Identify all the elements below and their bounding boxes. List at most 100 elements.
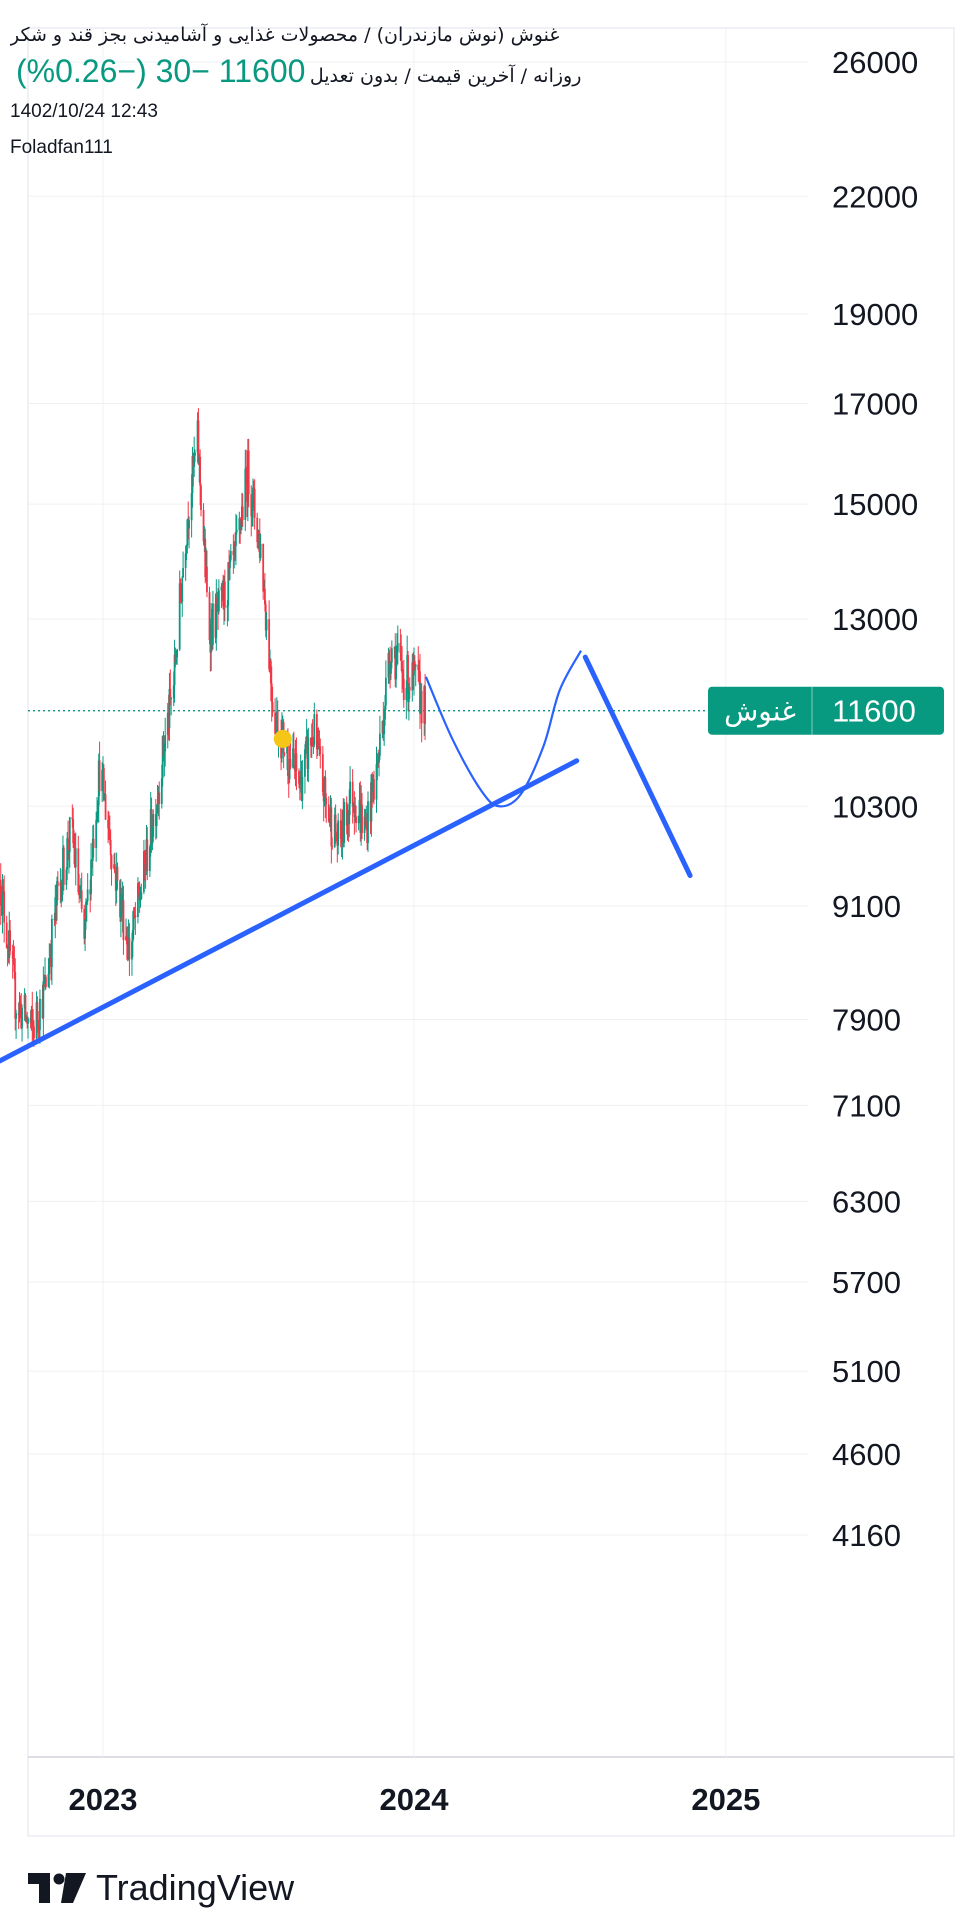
candle [227,562,230,622]
candle [56,871,59,901]
candle [253,479,256,530]
price-tick-label: 9100 [832,889,901,924]
event-marker[interactable] [273,729,292,748]
candle [235,513,237,566]
candle [1,874,4,934]
candle [27,1016,29,1039]
candle [158,781,161,820]
time-tick-label: 2024 [380,1782,450,1817]
candle [324,770,327,819]
candle [188,516,190,549]
candle [229,544,232,562]
price-tick-label: 10300 [832,789,918,824]
price-tick-label: 26000 [832,45,918,80]
candle [325,793,328,823]
price-tick-label: 17000 [832,387,918,422]
candle [327,796,330,823]
candle [114,852,116,874]
last-price-tag: غنوش 11600 [708,686,944,735]
candle [146,826,149,880]
candle [74,832,77,886]
candle [140,883,143,900]
candle [315,709,318,759]
candle [45,974,47,990]
candle [295,737,298,791]
candle [50,914,53,985]
candle [259,533,262,561]
drawings[interactable] [0,650,693,1064]
candle [116,862,119,890]
candle [91,825,94,877]
candle [68,849,70,874]
time-tick-label: 2023 [69,1782,138,1817]
candle [86,873,89,905]
price-tick-label: 5100 [832,1354,901,1389]
candlesticks [0,408,426,1047]
candle [62,845,65,891]
tradingview-branding[interactable]: TradingView [28,1866,294,1910]
candle [252,478,254,527]
author-name: Foladfan111 [10,137,113,158]
candle [401,646,403,693]
price-tick-label: 13000 [832,602,918,637]
candle [283,752,286,757]
candle [15,1009,17,1039]
candle [408,677,411,699]
price-tick-label: 7900 [832,1002,901,1037]
candle [3,875,6,943]
candle [321,745,324,796]
candle [351,769,354,824]
price-tick-label: 22000 [832,179,918,214]
candle [128,923,131,977]
candle [298,768,300,789]
candle [90,843,92,901]
tradingview-logo-icon [28,1873,86,1903]
axes: 26000 22000 19000 17000 15000 13000 10300 9100 7… [69,45,944,1817]
candle [353,791,356,835]
candle [337,813,340,855]
price-tick-label: 6300 [832,1184,901,1219]
projected-down-line[interactable] [582,654,693,878]
candle [84,918,87,951]
projection-curve[interactable] [424,650,582,808]
candle [206,550,208,598]
support-trend-line[interactable] [0,758,580,1064]
candle [424,673,426,740]
candle [98,741,101,797]
candle [402,659,405,708]
candle [390,640,393,669]
candle [311,719,314,748]
candle [319,738,322,769]
candle [54,884,57,939]
candle [379,715,381,760]
candle [170,696,173,716]
candle [202,503,205,546]
price-tick-label: 4160 [832,1518,901,1553]
price-tick-label: 4600 [832,1437,901,1472]
candle [239,516,242,544]
candle [384,660,387,710]
candle [39,989,41,1044]
candle [256,512,259,549]
candle [92,824,95,858]
brand-name: TradingView [96,1867,295,1908]
candle [72,807,75,848]
candle [142,839,145,895]
price-change: 11600 −30 (−0.26%) [16,53,306,89]
candle [193,436,196,477]
candle [42,966,45,1037]
candle [343,798,346,848]
candle [411,653,414,702]
candle [289,741,292,770]
candle [268,600,271,672]
candle [194,449,196,463]
candle [414,664,417,687]
candle [244,449,247,531]
candle [5,915,8,949]
candle [68,816,71,868]
candle [212,590,214,650]
price-tick-label: 19000 [832,297,918,332]
candle [164,717,167,767]
chart-frame [27,27,955,1837]
